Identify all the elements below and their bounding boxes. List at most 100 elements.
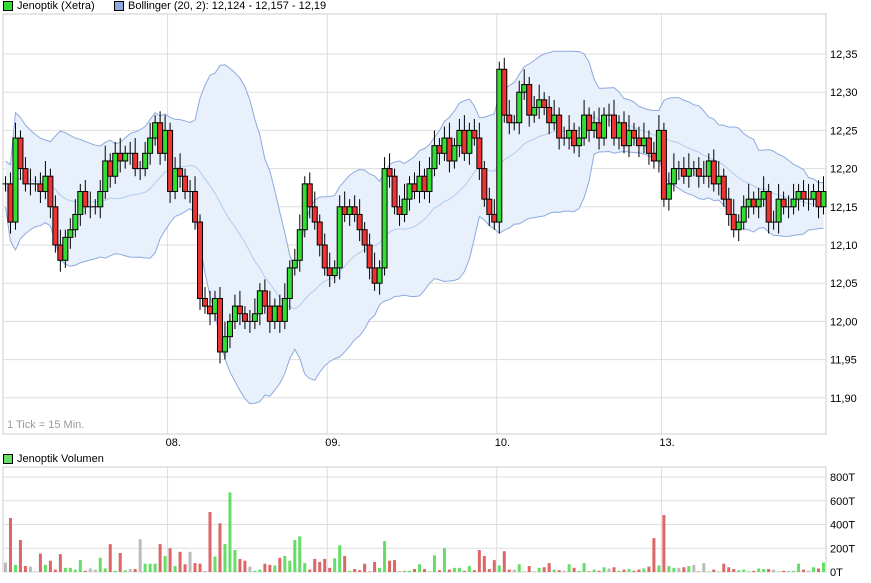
- volume-bar: [547, 563, 551, 572]
- volume-bar: [642, 568, 646, 572]
- candle-body: [775, 198, 782, 223]
- volume-bar: [707, 571, 711, 572]
- volume-bar: [33, 571, 37, 572]
- candle-body: [735, 221, 742, 231]
- candle-body: [635, 137, 642, 147]
- volume-bar: [487, 569, 491, 572]
- volume-bar: [567, 564, 571, 572]
- candle: [236, 290, 243, 326]
- price-legend-label: Jenoptik (Xetra): [17, 0, 95, 12]
- candle: [112, 141, 119, 184]
- candle-body: [411, 183, 418, 193]
- volume-bar: [48, 560, 52, 572]
- candle-body: [386, 168, 393, 177]
- candle: [241, 306, 248, 330]
- volume-bar: [517, 564, 521, 572]
- volume-bar: [288, 560, 292, 572]
- volume-bar: [183, 564, 187, 572]
- candle-body: [551, 114, 558, 124]
- candle-body: [192, 191, 199, 223]
- volume-bar: [28, 566, 32, 572]
- volume-plot-area: [2, 466, 827, 573]
- volume-bar: [427, 571, 431, 572]
- bollinger-lower-line: [4, 151, 824, 405]
- candle-body: [586, 114, 593, 131]
- candle-body: [112, 152, 119, 177]
- volume-bar: [163, 555, 167, 572]
- candle-body: [630, 129, 637, 139]
- candle: [710, 149, 717, 192]
- candle-body: [491, 213, 498, 223]
- candle: [476, 122, 483, 181]
- volume-bar: [637, 569, 641, 572]
- volume-bar: [812, 567, 816, 572]
- volume-bar: [63, 567, 67, 572]
- candle-body: [650, 152, 657, 162]
- candle-body: [62, 236, 69, 261]
- volume-bar: [103, 568, 107, 572]
- volume-bar: [248, 566, 252, 572]
- candle: [630, 122, 637, 146]
- volume-bar: [43, 564, 47, 572]
- candle-body: [147, 137, 154, 154]
- candle-body: [596, 122, 603, 139]
- volume-bar: [787, 570, 791, 572]
- volume-bar: [338, 545, 342, 572]
- volume-bar: [737, 570, 741, 572]
- volume-bar: [403, 570, 407, 572]
- candle: [197, 214, 204, 310]
- candle-body: [132, 152, 139, 170]
- volume-bar: [228, 492, 232, 572]
- candle: [306, 172, 313, 219]
- candle-body: [755, 198, 762, 208]
- volume-legend: Jenoptik Volumen: [3, 453, 104, 465]
- candle-body: [162, 129, 169, 154]
- bollinger-legend-label: Bollinger (20, 2): 12,124 - 12,157 - 12,…: [128, 0, 327, 12]
- candle: [486, 187, 493, 226]
- candle-body: [231, 305, 238, 322]
- candle-body: [780, 198, 787, 208]
- candle: [261, 279, 268, 314]
- candle-body: [256, 290, 263, 315]
- candle-body: [316, 221, 323, 246]
- volume-bar: [712, 569, 716, 572]
- candle: [132, 138, 139, 177]
- volume-bar: [652, 538, 656, 572]
- volume-bar: [243, 560, 247, 572]
- candle-body: [536, 99, 543, 108]
- volume-bar: [158, 544, 162, 572]
- volume-bar: [552, 569, 556, 572]
- candle-body: [750, 198, 757, 208]
- candle-body: [77, 191, 84, 215]
- volume-bar: [258, 569, 262, 572]
- candle-body: [72, 213, 79, 231]
- candle-body: [506, 114, 513, 124]
- volume-bar: [512, 569, 516, 572]
- candle-body: [221, 336, 228, 353]
- volume-bar: [223, 544, 227, 572]
- candle: [820, 176, 827, 215]
- candle-body: [326, 267, 333, 277]
- candle: [251, 298, 258, 330]
- volume-bar: [353, 569, 357, 572]
- volume-bar: [732, 569, 736, 572]
- volume-bar: [422, 569, 426, 572]
- volume-bar: [173, 566, 177, 572]
- volume-bar: [557, 570, 561, 572]
- volume-bar: [58, 554, 62, 572]
- volume-bar: [413, 569, 416, 572]
- price-tick-label: 12,30: [830, 87, 858, 99]
- candle: [755, 187, 762, 219]
- candle-body: [52, 206, 59, 246]
- price-tick-label: 11,95: [830, 355, 857, 367]
- candle: [725, 187, 732, 226]
- candle: [576, 126, 583, 158]
- volume-bar: [348, 570, 352, 572]
- candle-body: [730, 213, 737, 231]
- candle: [645, 130, 652, 165]
- volume-bar: [233, 550, 237, 572]
- candle-body: [276, 305, 283, 322]
- volume-bar: [667, 566, 671, 572]
- volume-bar: [572, 567, 576, 572]
- volume-bar: [717, 571, 721, 572]
